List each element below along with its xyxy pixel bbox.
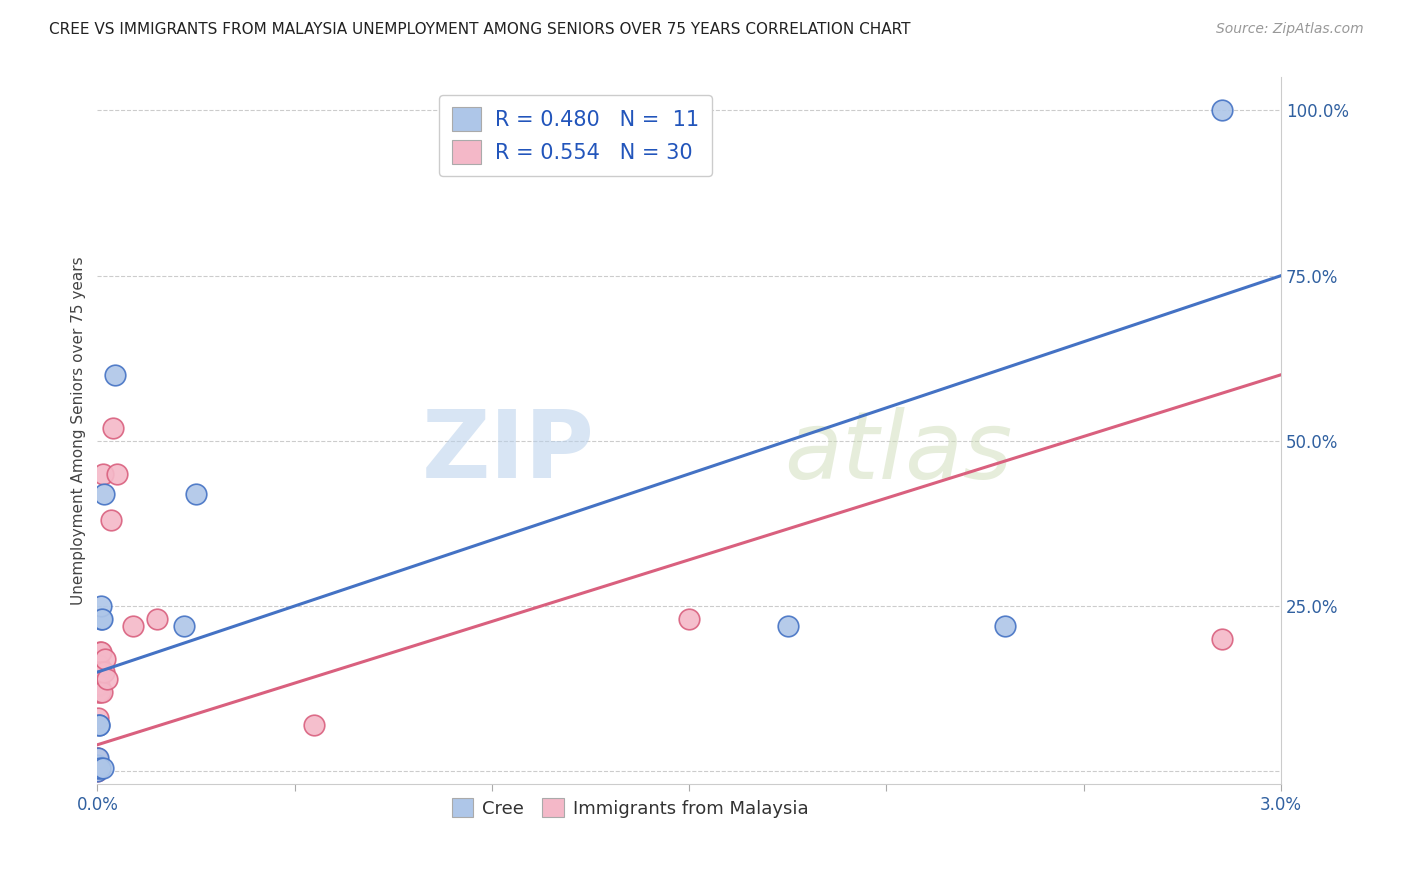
Point (678, 612, 700, 626)
Point (184, 486, 207, 500)
Point (93, 486, 115, 500)
Point (86, 764, 108, 779)
Point (89, 658, 111, 673)
Point (90, 665, 112, 679)
Point (90, 645, 112, 659)
Point (86, 751, 108, 765)
Point (776, 619, 799, 633)
Point (87, 711, 110, 725)
Point (101, 420, 124, 434)
Point (89, 612, 111, 626)
Point (91, 761, 114, 775)
Point (93, 665, 115, 679)
Point (87, 718, 110, 732)
Legend: Cree, Immigrants from Malaysia: Cree, Immigrants from Malaysia (444, 791, 815, 825)
Point (100, 513, 122, 527)
Point (89, 665, 111, 679)
Text: ZIP: ZIP (422, 406, 595, 498)
Point (86, 757, 108, 772)
Text: CREE VS IMMIGRANTS FROM MALAYSIA UNEMPLOYMENT AMONG SENIORS OVER 75 YEARS CORREL: CREE VS IMMIGRANTS FROM MALAYSIA UNEMPLO… (49, 22, 911, 37)
Point (481, 136, 503, 151)
Point (87, 751, 110, 765)
Point (89, 645, 111, 659)
Point (89, 761, 111, 775)
Point (86, 757, 108, 772)
Point (173, 619, 195, 633)
Text: Source: ZipAtlas.com: Source: ZipAtlas.com (1216, 22, 1364, 37)
Point (86, 754, 108, 768)
Point (105, 467, 128, 481)
Point (87, 665, 110, 679)
Point (91, 467, 114, 481)
Point (91, 685, 114, 699)
Point (86, 761, 108, 775)
Point (91, 612, 114, 626)
Point (1211, 103, 1233, 118)
Point (1211, 632, 1233, 646)
Point (94, 652, 117, 666)
Point (87, 685, 110, 699)
Point (86, 751, 108, 765)
Point (121, 619, 143, 633)
Point (87, 718, 110, 732)
Point (145, 612, 167, 626)
Point (86, 761, 108, 775)
Text: atlas: atlas (783, 407, 1012, 498)
Point (304, 718, 326, 732)
Point (86, 764, 108, 779)
Point (994, 619, 1017, 633)
Point (90, 599, 112, 613)
Y-axis label: Unemployment Among Seniors over 75 years: Unemployment Among Seniors over 75 years (72, 257, 86, 606)
Point (87, 678, 110, 692)
Point (89, 685, 111, 699)
Point (104, 368, 127, 382)
Point (96, 672, 118, 686)
